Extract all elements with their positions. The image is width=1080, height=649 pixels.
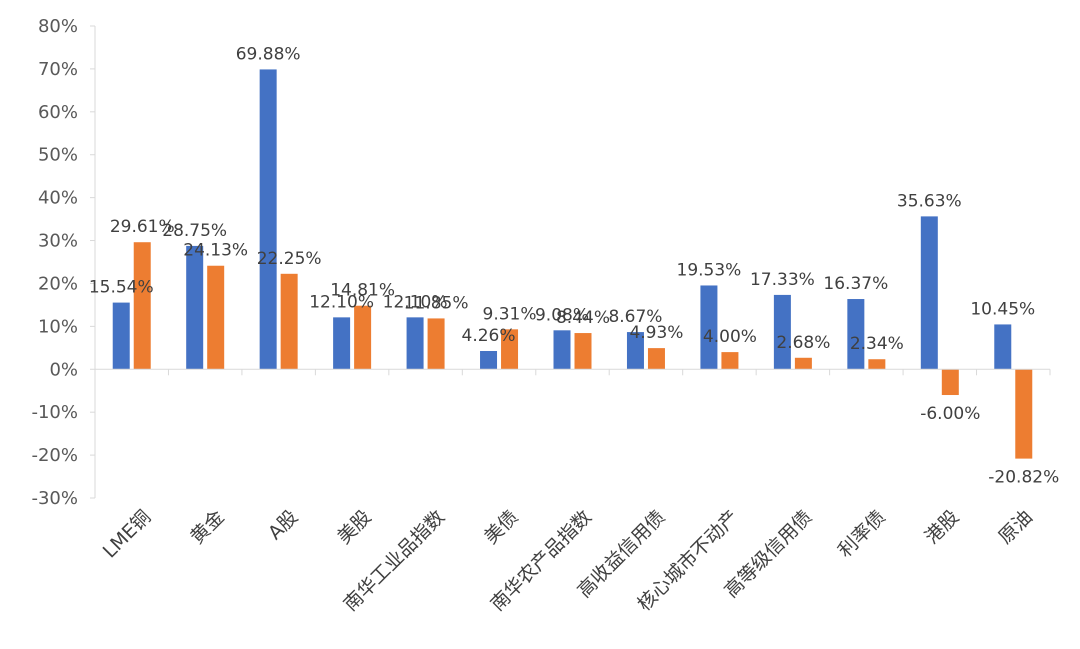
data-label-series-2: 8.44%	[556, 308, 610, 328]
data-label-series-2: 2.34%	[850, 334, 904, 354]
bar-series-1	[186, 245, 204, 370]
bar-series-2	[501, 329, 519, 370]
bar-series-2	[280, 273, 298, 370]
bar-series-1	[626, 332, 644, 370]
data-label-series-2: 4.00%	[703, 327, 757, 347]
y-tick-label: 70%	[38, 59, 78, 80]
y-tick-label: -30%	[31, 488, 78, 509]
data-label-series-1: 10.45%	[970, 299, 1035, 319]
y-tick-label: 60%	[38, 102, 78, 123]
category-label: LME铜	[99, 506, 156, 563]
y-axis: 80% 70% 60% 50% 40% 30% 20% 10% 0% -10% -20% -30%	[31, 16, 96, 509]
bar-series-2	[868, 359, 886, 370]
y-tick-label: 20%	[38, 273, 78, 294]
data-label-series-2: 24.13%	[183, 241, 248, 261]
y-tick-label: -10%	[31, 402, 78, 423]
data-label-series-1: 19.53%	[677, 260, 742, 280]
data-label-series-1: 8.67%	[608, 307, 662, 327]
data-label-series-1: 4.26%	[462, 326, 516, 346]
bar-series-1	[112, 302, 130, 370]
data-label-series-2: 29.61%	[110, 217, 175, 237]
data-label-series-1: 9.08%	[535, 305, 589, 325]
data-label-series-2: 2.68%	[776, 333, 830, 353]
y-tick-label: -20%	[31, 445, 78, 466]
data-label-series-1: 69.88%	[236, 44, 301, 64]
bars	[112, 69, 1033, 459]
bar-series-1	[333, 317, 351, 370]
bar-series-1	[553, 330, 571, 370]
bar-series-2	[133, 242, 151, 370]
data-label-series-2: 14.81%	[330, 281, 395, 301]
data-label-series-1: 12.10%	[309, 292, 374, 312]
data-label-series-2: -6.00%	[920, 404, 980, 424]
bar-series-1	[406, 317, 424, 370]
bar-series-1	[920, 216, 938, 370]
bar-series-2	[354, 305, 372, 370]
data-label-series-2: -20.82%	[988, 468, 1059, 488]
data-label-series-2: 4.93%	[629, 323, 683, 343]
y-tick-label: 30%	[38, 231, 78, 252]
bar-series-1	[773, 294, 791, 370]
bar-series-1	[480, 350, 498, 370]
data-labels: 15.54% 28.75% 69.88% 12.10% 12.10% 4.26% 9.08%…	[89, 44, 1059, 487]
data-label-series-1: 12.10%	[383, 292, 448, 312]
data-label-series-1: 16.37%	[823, 274, 888, 294]
bar-series-1	[994, 324, 1012, 370]
bar-series-1	[847, 299, 865, 370]
data-label-series-2: 22.25%	[257, 249, 322, 269]
category-label: 黄金	[186, 506, 228, 548]
category-label: 美债	[480, 506, 522, 548]
bar-series-2	[1015, 369, 1033, 459]
y-tick-label: 10%	[38, 316, 78, 337]
y-tick-label: 40%	[38, 188, 78, 209]
bar-series-2	[941, 369, 959, 396]
x-axis	[94, 368, 1051, 376]
bar-series-2	[427, 318, 445, 370]
data-label-series-2: 9.31%	[483, 304, 537, 324]
data-label-series-1: 35.63%	[897, 191, 962, 211]
bar-series-2	[647, 348, 665, 370]
bar-series-1	[259, 69, 277, 370]
category-label: A股	[264, 506, 302, 544]
data-label-series-1: 28.75%	[162, 221, 227, 241]
bar-series-2	[721, 352, 739, 370]
bar-series-2	[574, 333, 592, 370]
data-label-series-2: 11.85%	[404, 293, 469, 313]
category-label: 原油	[994, 506, 1036, 548]
category-label: 美股	[333, 506, 375, 548]
y-tick-label: 0%	[49, 359, 78, 380]
y-tick-label: 80%	[38, 16, 78, 37]
y-tick-label: 50%	[38, 145, 78, 166]
bar-series-2	[794, 357, 812, 370]
category-label: 港股	[921, 506, 963, 548]
bar-series-1	[700, 285, 718, 370]
category-label: 利率债	[834, 506, 890, 562]
bar-series-2	[207, 265, 225, 370]
data-label-series-1: 15.54%	[89, 278, 154, 298]
data-label-series-1: 17.33%	[750, 270, 815, 290]
